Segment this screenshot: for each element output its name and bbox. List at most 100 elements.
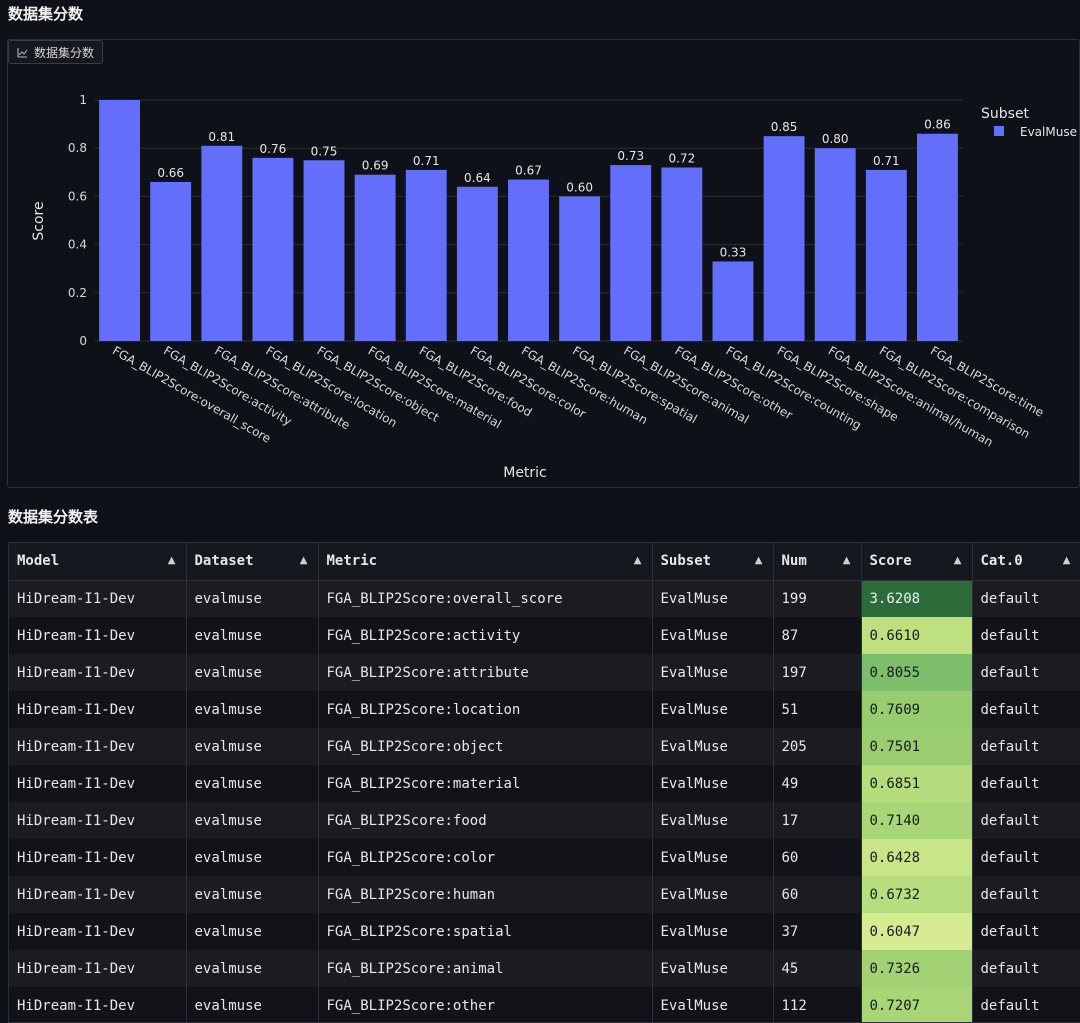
table-cell: EvalMuse [652, 987, 774, 1022]
bar [610, 165, 652, 341]
bar [865, 169, 907, 341]
bar [150, 181, 192, 341]
column-header[interactable]: Dataset ▲ [186, 543, 319, 581]
table-cell: evalmuse [186, 987, 319, 1022]
table-row[interactable]: HiDream-I1-Dev evalmuse FGA_BLIP2Score:obj… [9, 728, 1080, 765]
table-cell: FGA_BLIP2Score:activity [318, 617, 653, 654]
sort-ascending-icon[interactable]: ▲ [1062, 555, 1071, 566]
table-cell: 0.6047 [861, 913, 973, 950]
bar-value-label: 0.81 [208, 130, 235, 144]
bar [303, 160, 345, 341]
table-cell: FGA_BLIP2Score:attribute [318, 654, 653, 691]
bar-chart: 00.20.40.60.81FGA_BLIP2Score:overall_sco… [31, 93, 1077, 481]
column-header-label: Metric [326, 553, 378, 570]
table-cell: 0.7609 [861, 691, 973, 728]
bar [712, 261, 754, 341]
table-cell: FGA_BLIP2Score:object [318, 728, 653, 765]
table-cell: EvalMuse [652, 617, 774, 654]
bar-value-label: 0.86 [924, 118, 951, 132]
table-row[interactable]: HiDream-I1-Dev evalmuse FGA_BLIP2Score:att… [9, 654, 1080, 691]
bar [456, 186, 498, 341]
bar-value-label: 0.66 [157, 166, 184, 180]
x-axis-title: Metric [503, 465, 547, 481]
table-cell: HiDream-I1-Dev [9, 876, 187, 913]
table-cell: EvalMuse [652, 876, 774, 913]
y-tick-label: 0.2 [68, 286, 87, 300]
bar [201, 145, 243, 341]
table-row[interactable]: HiDream-I1-Dev evalmuse FGA_BLIP2Score:foo… [9, 802, 1080, 839]
table-row[interactable]: HiDream-I1-Dev evalmuse FGA_BLIP2Score:col… [9, 839, 1080, 876]
table-row[interactable]: HiDream-I1-Dev evalmuse FGA_BLIP2Score:loc… [9, 691, 1080, 728]
table-cell: evalmuse [186, 617, 319, 654]
sort-ascending-icon[interactable]: ▲ [953, 555, 962, 566]
table-cell: HiDream-I1-Dev [9, 580, 187, 617]
table-cell: EvalMuse [652, 728, 774, 765]
table-cell: EvalMuse [652, 950, 774, 987]
column-header[interactable]: Num ▲ [773, 543, 862, 581]
table-row[interactable]: HiDream-I1-Dev evalmuse FGA_BLIP2Score:hum… [9, 876, 1080, 913]
table-cell: 87 [773, 617, 862, 654]
column-header[interactable]: Subset ▲ [652, 543, 774, 581]
sort-ascending-icon[interactable]: ▲ [299, 555, 308, 566]
table-row[interactable]: HiDream-I1-Dev evalmuse FGA_BLIP2Score:act… [9, 617, 1080, 654]
table-section-title: 数据集分数表 [8, 508, 99, 526]
table-cell: default [972, 950, 1080, 987]
table-cell: 197 [773, 654, 862, 691]
table-cell: default [972, 580, 1080, 617]
table-cell: HiDream-I1-Dev [9, 654, 187, 691]
table-cell: HiDream-I1-Dev [9, 617, 187, 654]
table-cell: EvalMuse [652, 802, 774, 839]
bar-value-label: 0.69 [362, 159, 389, 173]
bar [559, 196, 601, 341]
table-cell: 3.6208 [861, 580, 973, 617]
chart-panel: 数据集分数 0 0.2 0.4 0.6 0.8 1 FGA_BLIP2Score:overa… [7, 39, 1080, 488]
table-cell: 51 [773, 691, 862, 728]
table-cell: 205 [773, 728, 862, 765]
column-header[interactable]: Model ▲ [9, 543, 187, 581]
bar-value-label: 0.72 [668, 151, 695, 165]
table-cell: FGA_BLIP2Score:other [318, 987, 653, 1022]
table-cell: HiDream-I1-Dev [9, 691, 187, 728]
table-row[interactable]: HiDream-I1-Dev evalmuse FGA_BLIP2Score:ani… [9, 950, 1080, 987]
data-table-container: Model ▲ Dataset ▲ Metric ▲ Subset ▲ Num ▲ Score ▲ Ca… [8, 542, 1080, 1023]
table-cell: 17 [773, 802, 862, 839]
table-cell: default [972, 654, 1080, 691]
table-cell: default [972, 691, 1080, 728]
column-header-label: Score [869, 553, 912, 570]
table-row[interactable]: HiDream-I1-Dev evalmuse FGA_BLIP2Score:mat… [9, 765, 1080, 802]
chart-icon [17, 47, 28, 58]
table-cell: default [972, 876, 1080, 913]
table-cell: EvalMuse [652, 654, 774, 691]
table-cell: default [972, 728, 1080, 765]
table-row[interactable]: HiDream-I1-Dev evalmuse FGA_BLIP2Score:oth… [9, 987, 1080, 1022]
legend-title: Subset [981, 106, 1030, 122]
table-cell: default [972, 839, 1080, 876]
column-header[interactable]: Metric ▲ [318, 543, 653, 581]
table-cell: 199 [773, 580, 862, 617]
bar [252, 157, 294, 341]
sort-ascending-icon[interactable]: ▲ [754, 555, 763, 566]
table-cell: EvalMuse [652, 839, 774, 876]
sort-ascending-icon[interactable]: ▲ [167, 555, 176, 566]
table-cell: EvalMuse [652, 580, 774, 617]
table-row[interactable]: HiDream-I1-Dev evalmuse FGA_BLIP2Score:ove… [9, 580, 1080, 617]
sort-ascending-icon[interactable]: ▲ [633, 555, 642, 566]
chart-tab[interactable]: 数据集分数 [8, 40, 104, 64]
table-cell: 0.6610 [861, 617, 973, 654]
y-axis-title: Score [31, 201, 47, 240]
bar [763, 136, 805, 341]
table-cell: default [972, 913, 1080, 950]
column-header[interactable]: Cat.0 ▲ [972, 543, 1080, 581]
sort-ascending-icon[interactable]: ▲ [842, 555, 851, 566]
column-header-label: Dataset [194, 553, 254, 570]
legend-item-label: EvalMuse [1020, 125, 1077, 139]
table-cell: 0.7207 [861, 987, 973, 1022]
table-cell: evalmuse [186, 580, 319, 617]
bar-value-label: 0.73 [617, 149, 644, 163]
column-header[interactable]: Score ▲ [861, 543, 973, 581]
table-row[interactable]: HiDream-I1-Dev evalmuse FGA_BLIP2Score:spa… [9, 913, 1080, 950]
table-cell: 112 [773, 987, 862, 1022]
table-cell: 37 [773, 913, 862, 950]
y-tick-label: 1 [79, 93, 87, 107]
table-cell: 0.7501 [861, 728, 973, 765]
